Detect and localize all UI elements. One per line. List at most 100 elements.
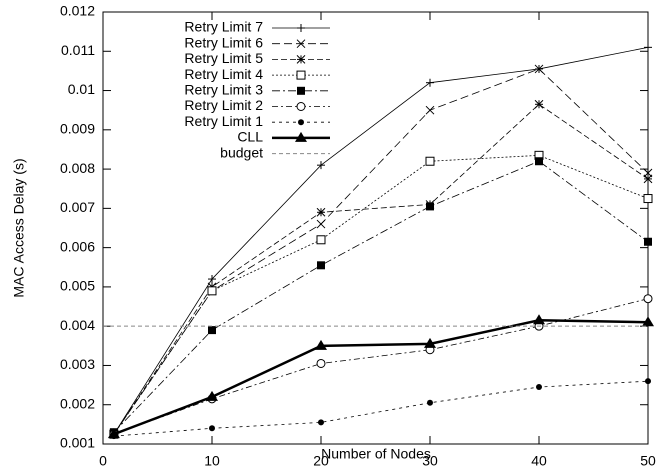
series-line	[113, 46, 649, 435]
y-tick-label: 0.006	[60, 238, 95, 254]
series-line	[113, 103, 649, 435]
marker	[107, 428, 120, 439]
marker-shape	[316, 358, 326, 368]
legend-label: Retry Limit 6	[184, 34, 263, 50]
marker	[209, 425, 215, 432]
marker-stroke	[643, 174, 653, 184]
series-line	[113, 160, 649, 433]
y-axis-label: MAC Access Delay (s)	[11, 158, 27, 297]
marker	[298, 119, 304, 126]
legend-label: Retry Limit 7	[184, 19, 263, 35]
marker-shape	[644, 237, 652, 246]
marker-shape	[424, 337, 436, 348]
marker-shape	[296, 102, 306, 111]
marker-shape	[645, 378, 651, 385]
marker	[207, 286, 217, 296]
marker-shape	[297, 86, 305, 95]
marker	[295, 131, 307, 142]
marker-shape	[643, 294, 653, 304]
marker	[643, 174, 653, 184]
marker	[296, 70, 306, 80]
marker	[425, 105, 435, 115]
x-tick-label: 10	[204, 453, 220, 469]
y-tick-label: 0.008	[60, 160, 95, 176]
marker	[317, 261, 325, 270]
marker-stroke	[316, 219, 326, 229]
marker	[643, 194, 653, 204]
marker-stroke	[316, 207, 326, 217]
marker-shape	[317, 261, 325, 270]
marker	[297, 86, 305, 95]
marker-shape	[533, 314, 545, 325]
marker-shape	[207, 286, 217, 296]
legend-label: CLL	[237, 129, 263, 145]
marker-shape	[209, 425, 215, 432]
marker	[533, 314, 545, 325]
legend-label: budget	[220, 144, 263, 160]
x-tick-label: 40	[531, 453, 547, 469]
marker-shape	[643, 194, 653, 204]
marker-shape	[208, 326, 216, 335]
marker-shape	[425, 156, 435, 166]
x-tick-label: 20	[313, 453, 329, 469]
marker-stroke	[296, 39, 306, 49]
marker	[644, 237, 652, 246]
marker	[316, 235, 326, 245]
series-line	[113, 298, 649, 435]
marker	[208, 326, 216, 335]
marker	[535, 157, 543, 166]
x-tick-label: 50	[640, 453, 656, 469]
marker	[315, 339, 327, 350]
y-tick-label: 0.005	[60, 278, 95, 294]
marker	[424, 337, 436, 348]
y-tick-label: 0.01	[68, 81, 95, 97]
marker-stroke	[534, 64, 544, 74]
marker	[297, 24, 305, 32]
plot-frame	[102, 11, 649, 445]
marker	[642, 316, 654, 327]
legend-label: Retry Limit 3	[184, 82, 263, 98]
legend-label: Retry Limit 2	[184, 97, 263, 113]
marker-shape	[535, 157, 543, 166]
y-tick-label: 0.003	[60, 356, 95, 372]
marker-shape	[315, 339, 327, 350]
marker	[534, 64, 544, 74]
marker	[316, 358, 326, 368]
marker	[426, 78, 434, 87]
y-tick-label: 0.011	[61, 42, 95, 58]
series-line	[113, 380, 649, 437]
series-line	[113, 154, 649, 435]
marker-stroke	[534, 99, 544, 109]
marker-shape	[316, 235, 326, 245]
legend-label: Retry Limit 1	[184, 113, 263, 129]
y-tick-label: 0.004	[60, 317, 95, 333]
y-tick-label: 0.007	[60, 199, 95, 215]
marker	[317, 161, 325, 170]
marker-stroke	[425, 105, 435, 115]
x-tick-label: 30	[422, 453, 438, 469]
series-line	[113, 319, 649, 436]
marker	[318, 419, 324, 426]
marker-shape	[206, 390, 218, 401]
marker-shape	[642, 316, 654, 327]
marker	[425, 156, 435, 166]
marker-shape	[295, 131, 307, 142]
marker	[643, 294, 653, 304]
x-axis-label: Number of Nodes	[321, 446, 431, 462]
marker-shape	[318, 419, 324, 426]
marker-stroke	[296, 55, 306, 64]
marker-shape	[427, 399, 433, 406]
marker	[296, 55, 306, 64]
legend-label: Retry Limit 4	[184, 66, 263, 82]
y-tick-label: 0.009	[60, 121, 95, 137]
marker	[426, 202, 434, 211]
marker	[206, 390, 218, 401]
marker	[296, 102, 306, 111]
marker	[536, 384, 542, 391]
legend-label: Retry Limit 5	[184, 50, 263, 66]
x-tick-label: 0	[99, 453, 107, 469]
marker-shape	[426, 202, 434, 211]
y-tick-label: 0.012	[60, 3, 95, 19]
marker-shape	[296, 70, 306, 80]
